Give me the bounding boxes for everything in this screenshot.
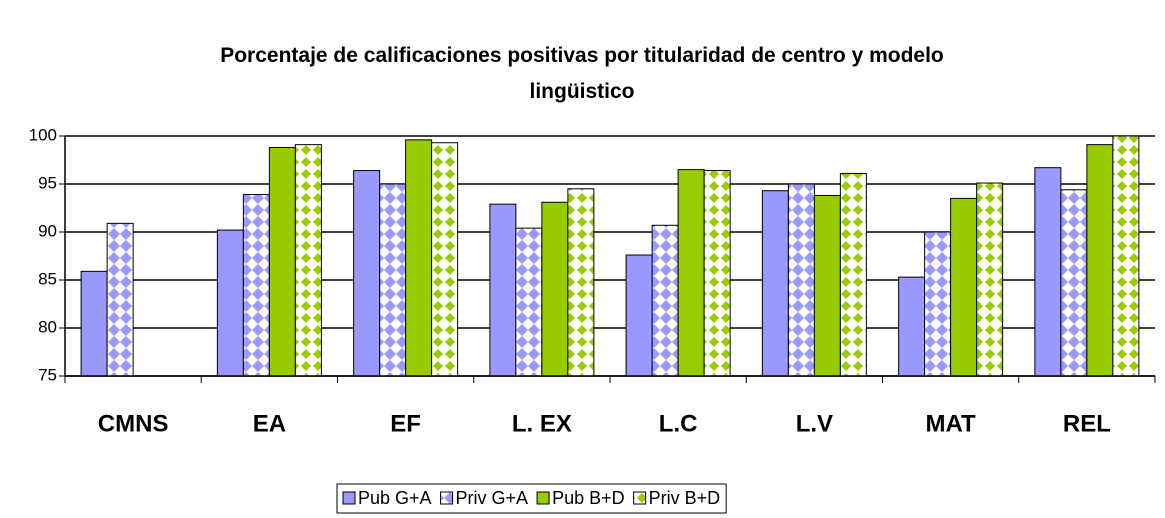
- bar: [976, 182, 1004, 377]
- y-tick-label: 100: [29, 125, 57, 144]
- bar: [80, 270, 108, 377]
- bar: [431, 142, 459, 377]
- x-tick-label: L.V: [796, 410, 833, 437]
- legend-label: Pub B+D: [552, 488, 625, 508]
- bar: [625, 254, 653, 377]
- y-tick-label: 75: [38, 365, 57, 384]
- bar: [761, 190, 789, 377]
- bar: [787, 183, 815, 377]
- bar: [813, 195, 841, 377]
- bar: [268, 147, 296, 377]
- bar: [541, 201, 569, 377]
- bar: [1034, 167, 1062, 377]
- bar: [924, 231, 952, 377]
- chart-title: Porcentaje de calificaciones positivas p…: [220, 44, 944, 103]
- bar: [353, 170, 381, 377]
- y-tick-label: 80: [38, 317, 57, 336]
- bar: [677, 169, 705, 377]
- legend-swatch: [440, 491, 454, 505]
- legend: [336, 483, 727, 514]
- bar: [567, 188, 595, 377]
- x-tick-label: L.C: [659, 410, 698, 437]
- x-tick-label: L. EX: [512, 410, 572, 437]
- y-tick-label: 90: [38, 221, 57, 240]
- legend-label: Pub G+A: [358, 488, 432, 508]
- bar: [515, 227, 543, 377]
- bar: [379, 183, 407, 377]
- y-tick-label: 95: [38, 173, 57, 192]
- bar: [1086, 144, 1114, 377]
- bar: [405, 139, 433, 377]
- bar: [489, 203, 517, 377]
- x-tick-label: EF: [390, 410, 421, 437]
- legend-label: Priv B+D: [649, 488, 721, 508]
- bar: [703, 170, 731, 377]
- legend-label: Priv G+A: [456, 488, 529, 508]
- bar: [1060, 189, 1088, 377]
- bar: [294, 144, 322, 377]
- bar: [216, 229, 244, 377]
- x-tick-label: CMNS: [98, 410, 169, 437]
- legend-swatch: [633, 491, 647, 505]
- bar: [242, 194, 270, 377]
- y-tick-label: 85: [38, 269, 57, 288]
- bar: [950, 197, 978, 377]
- bar: [106, 222, 134, 377]
- bar: [898, 276, 926, 377]
- legend-swatch: [342, 491, 356, 505]
- x-tick-label: REL: [1063, 410, 1111, 437]
- x-tick-label: MAT: [926, 410, 977, 437]
- bar: [651, 224, 679, 377]
- bar: [839, 172, 867, 377]
- legend-swatch: [536, 491, 550, 505]
- bar: [1112, 135, 1140, 377]
- x-tick-label: EA: [253, 410, 286, 437]
